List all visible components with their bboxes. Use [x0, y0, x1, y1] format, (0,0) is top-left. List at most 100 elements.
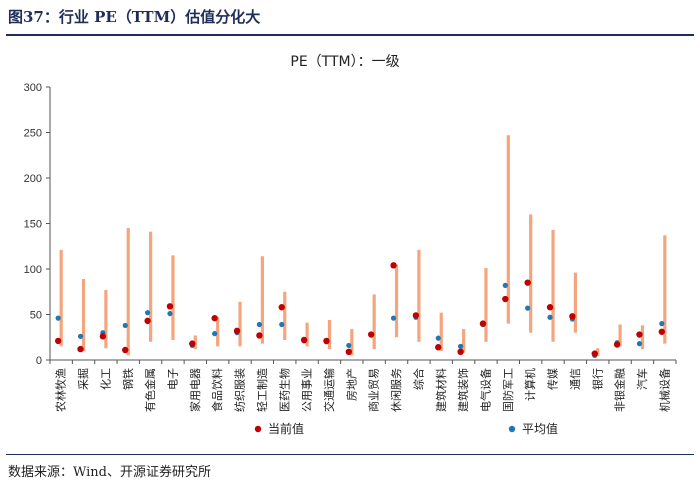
category-label: 家用电器	[188, 368, 202, 412]
range-bar	[462, 329, 466, 353]
pe-range-chart: PE（TTM）：一级 0 50 100 150 200 250 300 农林牧渔 采掘 化工 钢铁…	[24, 54, 677, 436]
y-tick-label: 50	[30, 310, 42, 322]
current-point	[256, 332, 263, 339]
chart-title: PE（TTM）：一级	[290, 54, 399, 70]
category-label: 轻工制造	[255, 368, 269, 412]
current-point	[591, 350, 598, 357]
category-label: 非银金融	[613, 368, 627, 412]
current-point	[524, 279, 531, 286]
y-tick-label: 200	[24, 173, 42, 185]
category-label: 纺织服装	[233, 368, 247, 412]
current-point	[479, 320, 487, 327]
range-bar	[59, 249, 63, 347]
title-rule	[6, 34, 694, 36]
source-note: 数据来源：Wind、开源证券研究所	[8, 465, 211, 480]
average-point	[256, 321, 262, 328]
current-point	[345, 348, 353, 356]
category-label: 国防军工	[501, 368, 515, 412]
category-label: 机械设备	[657, 368, 671, 412]
average-point	[502, 282, 508, 288]
current-point	[502, 295, 509, 303]
current-point	[122, 346, 129, 354]
y-tick-label: 250	[24, 128, 42, 140]
average-point	[547, 314, 553, 320]
range-bar	[417, 249, 421, 342]
current-point	[390, 262, 397, 269]
range-bar	[596, 348, 600, 357]
category-label: 化工	[98, 368, 112, 390]
category-label: 有色金属	[143, 368, 157, 412]
current-point	[613, 341, 621, 348]
range-bar	[640, 325, 645, 350]
range-bar	[305, 322, 309, 347]
current-point	[457, 348, 464, 356]
average-point	[458, 343, 464, 349]
range-bar	[149, 231, 153, 342]
y-tick-label: 300	[24, 82, 42, 94]
average-point	[122, 322, 128, 329]
range-bar	[618, 324, 622, 347]
category-label: 钢铁	[122, 368, 135, 390]
average-point	[636, 341, 643, 347]
category-label: 医药生物	[277, 368, 291, 412]
range-bar	[126, 228, 130, 356]
range-bar	[171, 255, 175, 340]
figure-title: 图37：行业 PE（TTM）估值分化大	[8, 8, 261, 26]
category-label: 采掘	[76, 368, 90, 390]
average-point	[145, 310, 151, 316]
category-label: 电子	[166, 368, 179, 390]
current-point	[658, 328, 666, 335]
average-point	[346, 342, 352, 349]
axes: 0 50 100 150 200 250 300	[24, 82, 677, 367]
category-label: 交通运输	[322, 368, 336, 412]
category-label: 计算机	[523, 368, 537, 401]
average-point	[279, 321, 285, 328]
current-point	[189, 340, 196, 347]
category-label: 汽车	[635, 368, 649, 390]
category-labels: 农林牧渔 采掘 化工 钢铁 有色金属 电子 家用电器 食品饮料 纺织服装 轻工制造 医药生物 公用事业…	[54, 368, 672, 412]
y-tick-label: 0	[36, 355, 42, 367]
average-point	[390, 315, 397, 321]
average-point	[167, 310, 173, 317]
current-point	[300, 336, 308, 344]
current-point	[412, 312, 420, 319]
current-point	[323, 337, 330, 345]
category-label: 商业贸易	[367, 368, 381, 412]
range-bar	[484, 268, 488, 342]
current-point	[569, 313, 576, 320]
legend-average-label: 平均值	[522, 421, 558, 436]
legend-current-marker	[254, 425, 262, 433]
current-point	[144, 317, 151, 325]
category-label: 综合	[411, 368, 425, 390]
range-bar	[260, 256, 264, 344]
average-point	[525, 305, 531, 311]
current-point	[211, 314, 218, 322]
category-label: 食品饮料	[210, 368, 224, 412]
range-bar	[551, 229, 555, 342]
average-point	[435, 335, 441, 341]
legend: 当前值 平均值	[254, 421, 558, 436]
average-point	[55, 315, 61, 321]
range-bar	[216, 317, 220, 347]
y-tick-label: 100	[24, 264, 42, 276]
category-label: 通信	[569, 368, 582, 390]
current-point	[233, 327, 241, 335]
range-bar	[506, 135, 510, 324]
current-point	[77, 345, 84, 353]
current-point	[435, 344, 442, 351]
range-bar	[529, 214, 533, 333]
average-point	[212, 331, 218, 337]
category-label: 公用事业	[301, 368, 314, 412]
category-label: 房地产	[344, 368, 358, 401]
range-bar	[394, 264, 399, 338]
chart-marks	[54, 135, 667, 359]
average-point	[77, 333, 84, 339]
category-label: 电气设备	[478, 368, 492, 412]
category-label: 休闲服务	[389, 368, 403, 412]
range-bar	[350, 329, 354, 356]
footer-rule	[6, 454, 694, 455]
current-point	[367, 331, 375, 338]
current-point	[54, 337, 62, 345]
range-bar	[663, 235, 667, 344]
range-bar	[372, 294, 376, 350]
